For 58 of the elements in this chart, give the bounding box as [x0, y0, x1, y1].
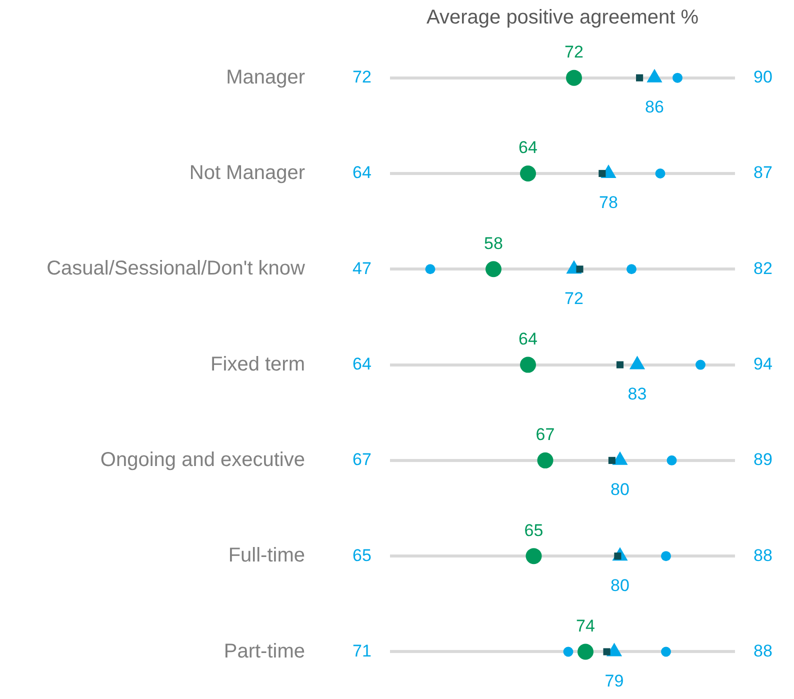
data-label: 80 — [610, 480, 630, 500]
data-label: 72 — [564, 42, 584, 62]
y-tick-label: Casual/Sessional/Don't know — [46, 258, 306, 280]
point — [626, 264, 636, 274]
data-label: 67 — [536, 425, 555, 444]
point — [486, 261, 502, 278]
data-label: 80 — [610, 576, 630, 595]
data-label: 72 — [564, 288, 584, 308]
data-label: 58 — [484, 234, 503, 253]
point — [655, 168, 666, 178]
data-label: 82 — [754, 258, 772, 278]
point — [576, 266, 584, 273]
point — [636, 74, 644, 82]
point — [666, 455, 677, 466]
point — [598, 170, 606, 178]
text: 65 — [352, 546, 372, 565]
data-label: 83 — [628, 384, 647, 404]
data-label: 89 — [754, 450, 772, 470]
data-label: 71 — [352, 641, 372, 660]
point — [425, 264, 436, 274]
chart-title: Average positive agreement % — [426, 6, 699, 29]
point — [661, 646, 671, 657]
data-label: 78 — [599, 193, 618, 212]
data-label: 88 — [754, 641, 772, 660]
point — [537, 452, 554, 468]
text: 64 — [352, 354, 372, 374]
y-tick-label: Manager — [226, 66, 306, 88]
point — [661, 551, 671, 562]
data-label: 86 — [645, 98, 664, 117]
data-label: 65 — [524, 520, 544, 540]
point — [578, 644, 594, 660]
point — [563, 646, 574, 657]
y-tick-label: Part-time — [224, 640, 305, 662]
data-label: 74 — [576, 616, 595, 636]
y-tick-label: Fixed term — [210, 353, 305, 376]
point — [603, 648, 610, 656]
point — [616, 361, 624, 368]
data-label: 64 — [518, 329, 538, 348]
point — [696, 360, 706, 370]
data-label: 88 — [754, 546, 772, 565]
data-label: 87 — [754, 163, 772, 182]
data-label: 90 — [754, 68, 772, 87]
point — [608, 456, 616, 464]
text: 72 — [352, 68, 372, 87]
point — [672, 72, 682, 83]
data-label: 94 — [754, 354, 772, 374]
point — [526, 548, 542, 564]
y-tick-label: Ongoing and executive — [100, 448, 305, 471]
point — [520, 165, 536, 182]
point — [566, 70, 582, 86]
data-label: 64 — [518, 138, 538, 158]
y-tick-label: Not Manager — [189, 162, 306, 184]
data-label: 79 — [604, 671, 624, 690]
text: 67 — [352, 450, 372, 470]
data-label: 47 — [352, 258, 372, 278]
text: 64 — [352, 163, 372, 182]
y-tick-label: Full-time — [228, 544, 305, 567]
point — [520, 356, 536, 373]
